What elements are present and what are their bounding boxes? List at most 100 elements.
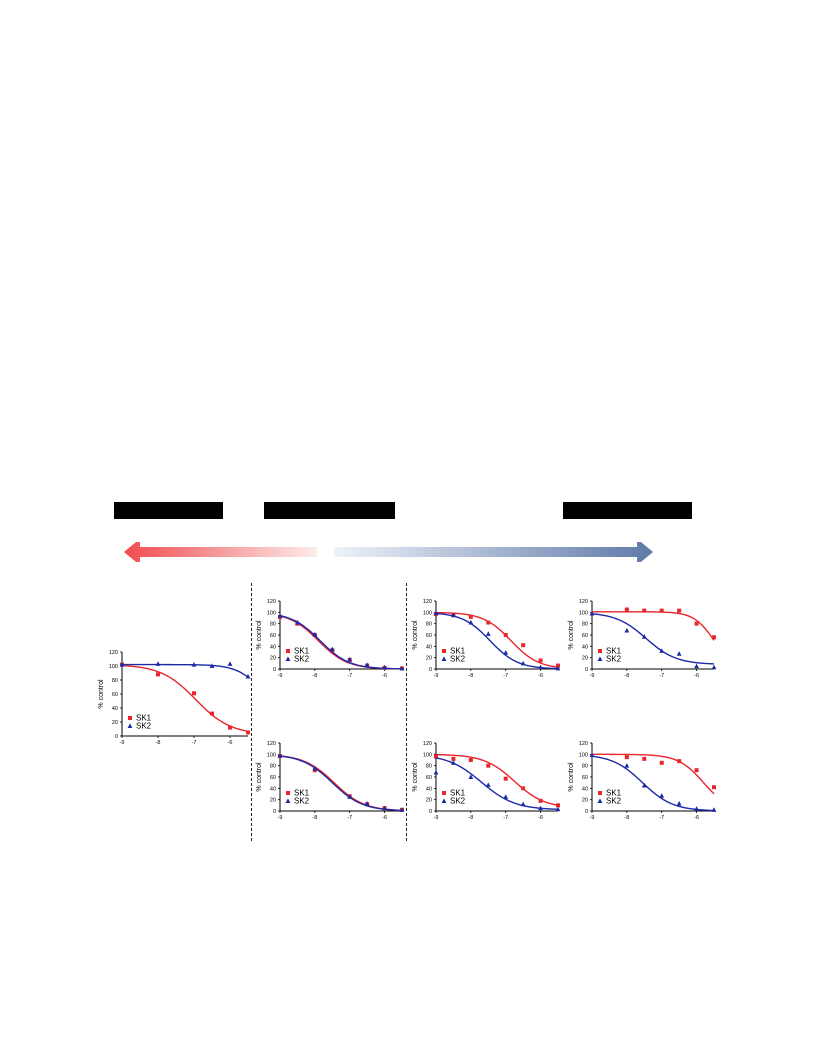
x-tick-label: -8 [156, 740, 161, 746]
y-tick-label: 20 [582, 798, 588, 804]
data-point-sk1 [156, 672, 160, 677]
legend-marker-sk2 [285, 656, 291, 661]
x-tick-label: -6 [538, 815, 543, 821]
y-tick-label: 60 [270, 633, 276, 639]
legend-marker-sk1 [598, 791, 602, 795]
legend-marker-sk2 [127, 723, 133, 728]
y-tick-label: 80 [582, 622, 588, 628]
data-point-sk1 [556, 803, 560, 808]
legend-marker-sk1 [598, 649, 602, 653]
x-tick-label: -7 [659, 673, 664, 679]
data-point-sk2 [641, 782, 647, 788]
legend-marker-sk1 [286, 649, 290, 653]
x-tick-label: -9 [434, 815, 439, 821]
legend-label-sk2: SK2 [606, 797, 622, 806]
data-point-sk2 [364, 662, 370, 668]
y-tick-label: 100 [423, 752, 432, 758]
x-tick-label: -8 [468, 673, 473, 679]
y-tick-label: 0 [273, 809, 276, 815]
data-point-sk1 [556, 663, 560, 668]
data-point-sk2 [382, 664, 387, 670]
data-point-sk2 [503, 649, 509, 655]
y-tick-label: 0 [273, 667, 276, 673]
y-tick-label: 40 [426, 786, 432, 792]
data-point-sk2 [295, 619, 300, 625]
y-tick-label: 120 [267, 741, 276, 747]
data-point-sk2 [676, 801, 682, 806]
data-point-sk2 [277, 752, 283, 758]
data-point-sk1 [677, 608, 682, 613]
data-point-sk2 [209, 663, 215, 668]
y-tick-label: 80 [270, 764, 276, 770]
legend-label-sk2: SK2 [450, 797, 466, 806]
data-point-sk2 [659, 793, 665, 798]
data-point-sk2 [694, 663, 699, 669]
x-tick-label: -6 [694, 815, 699, 821]
data-point-sk1 [486, 763, 491, 768]
legend-marker-sk1 [442, 791, 446, 795]
y-tick-label: 120 [579, 741, 588, 747]
data-point-sk2 [659, 648, 665, 653]
data-point-sk1 [624, 755, 629, 760]
y-tick-label: 120 [423, 741, 432, 747]
x-tick-label: -9 [434, 673, 439, 679]
dashed-divider-left [251, 583, 252, 841]
data-point-sk1 [192, 691, 196, 696]
y-tick-label: 60 [582, 775, 588, 781]
data-point-sk2 [347, 656, 353, 662]
data-point-sk1 [712, 785, 716, 790]
data-point-sk1 [694, 621, 699, 626]
data-point-sk2 [191, 662, 197, 667]
y-tick-label: 100 [579, 610, 588, 616]
x-tick-label: -8 [312, 815, 317, 821]
y-tick-label: 40 [426, 644, 432, 650]
data-point-sk2 [399, 665, 405, 671]
data-point-sk2 [624, 763, 630, 768]
x-tick-label: -8 [312, 673, 317, 679]
y-tick-label: 40 [270, 644, 276, 650]
data-point-sk2 [503, 794, 509, 799]
y-tick-label: 20 [112, 720, 118, 726]
data-point-sk2 [468, 774, 474, 779]
data-point-sk2 [538, 664, 543, 670]
y-tick-label: 20 [270, 798, 276, 804]
x-tick-label: -6 [382, 815, 387, 821]
data-point-sk1 [468, 614, 473, 619]
data-point-sk2 [277, 613, 283, 618]
data-point-sk2 [364, 801, 370, 806]
y-tick-label: 60 [582, 633, 588, 639]
x-tick-label: -9 [120, 740, 125, 746]
legend-label-sk1: SK1 [450, 789, 466, 798]
fit-curve-sk1 [592, 753, 715, 795]
y-tick-label: 100 [423, 610, 432, 616]
y-tick-label: 100 [267, 610, 276, 616]
fit-curve-sk2 [435, 612, 559, 670]
legend-label-sk1: SK1 [294, 647, 310, 656]
fit-curve-sk1 [121, 664, 249, 732]
y-tick-label: 120 [579, 599, 588, 605]
fit-curve-sk2 [279, 614, 403, 670]
y-tick-label: 40 [582, 786, 588, 792]
y-tick-label: 20 [426, 798, 432, 804]
data-point-sk2 [485, 631, 491, 636]
x-tick-label: -9 [278, 815, 283, 821]
data-point-sk1 [246, 730, 250, 735]
data-point-sk1 [694, 768, 699, 773]
y-tick-label: 40 [112, 706, 118, 712]
legend-marker-sk2 [597, 656, 603, 661]
data-point-sk2 [347, 794, 353, 799]
x-tick-label: -9 [278, 673, 283, 679]
data-point-sk1 [210, 711, 214, 716]
data-point-sk2 [329, 646, 335, 652]
data-point-sk2 [555, 806, 561, 812]
data-point-sk2 [433, 610, 439, 615]
legend-label-sk2: SK2 [450, 655, 466, 664]
data-point-sk1 [659, 760, 664, 765]
y-tick-label: 80 [270, 622, 276, 628]
fit-curve-sk1 [435, 611, 559, 668]
y-tick-label: 80 [112, 678, 118, 684]
y-tick-label: 120 [267, 599, 276, 605]
